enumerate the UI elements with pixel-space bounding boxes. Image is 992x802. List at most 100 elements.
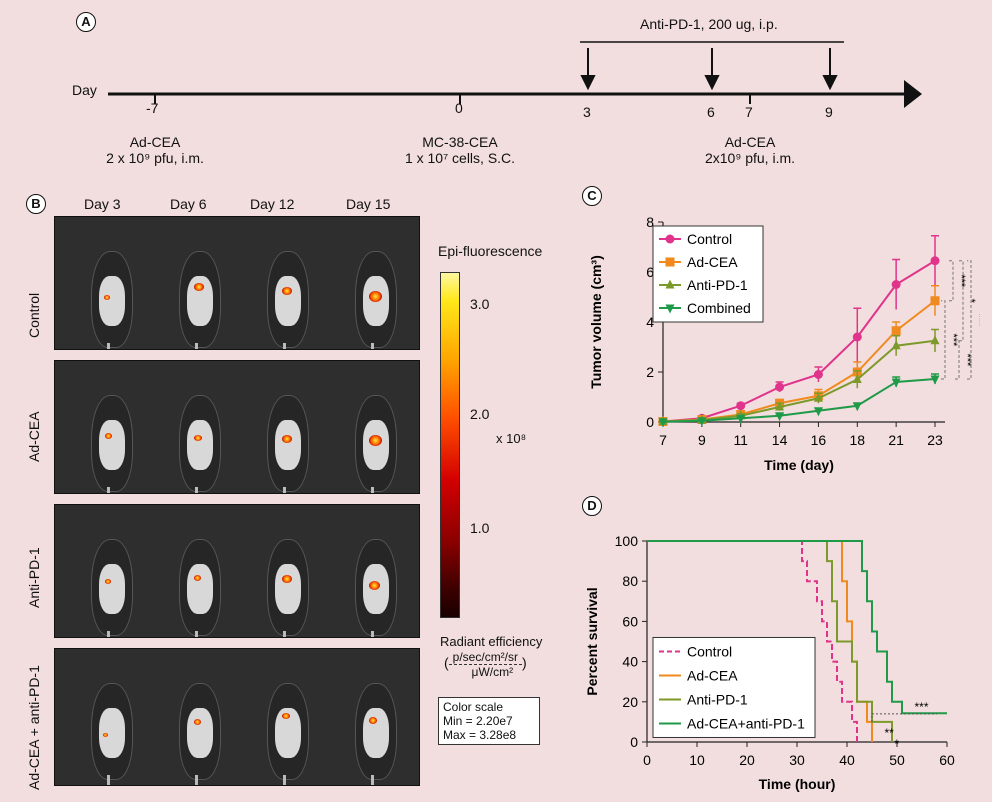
x-axis-label: Time (day) <box>764 457 834 473</box>
imaging-row-ad-cea <box>54 360 420 494</box>
mouse-image <box>339 231 415 349</box>
survival-control <box>647 540 858 742</box>
colorbar-multiplier: x 10⁸ <box>496 431 527 446</box>
x-tick-label: 30 <box>789 752 805 768</box>
tick-3: 3 <box>583 104 591 120</box>
data-point <box>891 280 901 289</box>
colorbar-unit-title: Radiant efficiency <box>440 634 543 649</box>
mouse-image <box>75 231 151 349</box>
significance-marker: * <box>895 737 900 751</box>
event-ad-cea-2: Ad-CEA 2x10⁹ pfu, i.m. <box>695 134 805 166</box>
day-label-6: Day 6 <box>170 196 207 212</box>
legend-marker <box>665 257 675 267</box>
y-tick-label: 0 <box>630 734 638 750</box>
panel-label-d: D <box>582 496 602 516</box>
data-point <box>930 296 940 306</box>
survival-curve <box>647 540 858 742</box>
x-tick-label: 23 <box>927 432 943 448</box>
data-point <box>852 402 862 412</box>
timeline-arrowhead <box>904 80 922 108</box>
mouse-image <box>163 663 239 785</box>
colorbar-unit-num: p/sec/cm²/sr <box>448 650 523 665</box>
significance-marker: *** <box>915 700 929 714</box>
series-line <box>662 259 936 423</box>
mouse-image <box>251 375 327 493</box>
tick-9: 9 <box>825 104 833 120</box>
legend-label: Control <box>687 231 732 247</box>
y-axis-label: Percent survival <box>584 587 600 695</box>
significance-bracket <box>871 713 937 722</box>
colorbar-unit: ( p/sec/cm²/sr μW/cm² ) <box>444 650 527 679</box>
data-point <box>852 332 862 342</box>
panel-label-b: B <box>26 194 46 214</box>
x-tick-label: 9 <box>698 432 706 448</box>
colorbar-unit-den: μW/cm² <box>471 665 514 679</box>
y-tick-label: 20 <box>622 694 638 710</box>
day-label-12: Day 12 <box>250 196 295 212</box>
x-tick-label: 21 <box>888 432 904 448</box>
data-point <box>930 335 940 345</box>
mouse-image <box>163 519 239 637</box>
data-point <box>852 374 862 383</box>
mouse-image <box>339 519 415 637</box>
significance-marker: *** <box>961 353 973 367</box>
legend-label: Ad-CEA <box>687 254 738 270</box>
legend-label: Control <box>687 643 732 659</box>
group-label-anti-pd1: Anti-PD-1 <box>26 547 42 608</box>
data-point <box>813 392 823 402</box>
group-label-control: Control <box>26 292 42 338</box>
x-tick-label: 14 <box>772 432 788 448</box>
significance-bracket <box>949 260 954 302</box>
legend-marker <box>665 234 675 244</box>
data-point <box>658 418 668 428</box>
tumor-volume-chart: 0 2 4 6 8 7 9 11 14 16 18 21 23 Time (day) Tumor volum… <box>588 214 980 473</box>
survival-curve <box>647 540 947 715</box>
legend-label: Anti-PD-1 <box>687 277 748 293</box>
event-name: Ad-CEA <box>724 134 776 150</box>
legend-marker <box>665 304 675 314</box>
mouse-image <box>163 375 239 493</box>
legend: Control Ad-CEA Anti-PD-1 Combined <box>652 225 764 323</box>
colorbar-tick: 1.0 <box>470 520 490 536</box>
group-label-ad-cea: Ad-CEA <box>26 411 42 462</box>
y-tick-label: 60 <box>622 613 638 629</box>
y-tick-label: 40 <box>622 654 638 670</box>
event-ad-cea-1: Ad-CEA 2 x 10⁹ pfu, i.m. <box>100 134 210 166</box>
y-tick-label: 6 <box>646 264 654 280</box>
y-tick-label: 100 <box>615 533 639 549</box>
y-tick-label: 2 <box>646 364 654 380</box>
colorbar-tick: 2.0 <box>470 406 490 422</box>
timeline-graphic <box>108 41 922 108</box>
significance-marker: *** <box>955 274 967 288</box>
legend-label: Combined <box>687 300 751 316</box>
mouse-image <box>251 663 327 785</box>
day-label-15: Day 15 <box>346 196 391 212</box>
data-point <box>891 326 901 336</box>
significance: ****** <box>871 700 937 751</box>
legend-box <box>652 636 816 738</box>
significance-marker: *** <box>973 313 980 327</box>
legend-label: Ad-CEA+anti-PD-1 <box>687 715 805 731</box>
survival-curve <box>647 540 893 742</box>
event-dose: 2 x 10⁹ pfu, i.m. <box>106 150 204 166</box>
data-point <box>775 412 785 422</box>
tick-7: 7 <box>745 104 753 120</box>
data-point <box>813 407 823 417</box>
group-label-combined: Ad-CEA + anti-PD-1 <box>26 665 42 790</box>
data-point <box>736 401 746 411</box>
treatment-label: Anti-PD-1, 200 ug, i.p. <box>640 16 778 32</box>
x-tick-label: 50 <box>889 752 905 768</box>
y-tick-label: 80 <box>622 573 638 589</box>
event-dose: 2x10⁹ pfu, i.m. <box>704 150 796 166</box>
event-mc38: MC-38-CEA 1 x 10⁷ cells, S.C. <box>395 134 525 166</box>
color-scale-box: Color scale Min = 2.20e7 Max = 3.28e8 <box>438 697 540 745</box>
x-tick-label: 20 <box>739 752 755 768</box>
legend-marker <box>665 279 675 289</box>
mouse-image <box>75 519 151 637</box>
mouse-image <box>75 663 151 785</box>
data-point <box>813 370 823 379</box>
x-tick-label: 7 <box>659 432 667 448</box>
x-tick-label: 60 <box>939 752 955 768</box>
tick-6: 6 <box>707 104 715 120</box>
x-tick-label: 40 <box>839 752 855 768</box>
